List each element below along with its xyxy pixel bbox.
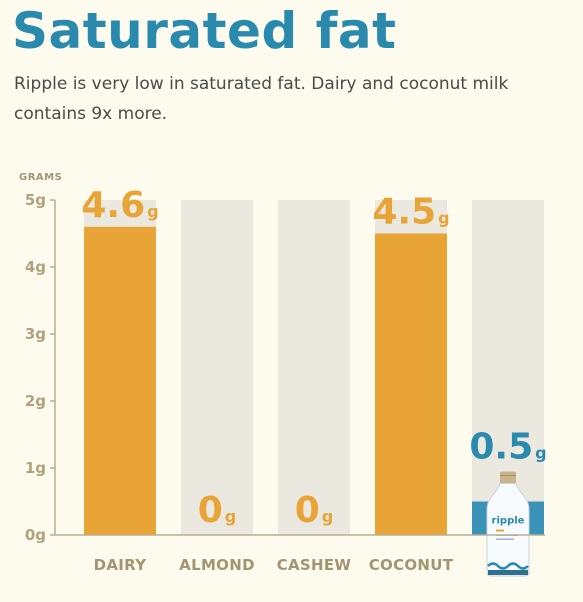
bottle-cap: [500, 471, 516, 484]
page-title: Saturated fat: [12, 2, 397, 60]
y-tick-label: 4g: [25, 258, 46, 276]
bottle-base-band: [488, 570, 528, 575]
x-tick-label: COCONUT: [369, 556, 454, 574]
x-tick-label: CASHEW: [277, 556, 352, 574]
data-label: 4.6 g: [81, 185, 158, 226]
y-tick-label: 0g: [25, 526, 46, 544]
bar-track: [278, 200, 350, 535]
bottle-label-line: [496, 529, 504, 532]
bar: [84, 226, 156, 536]
data-label: 0.5 g: [469, 427, 546, 468]
bar-track: [181, 200, 253, 535]
y-axis-title: GRAMS: [19, 172, 62, 183]
page-subtitle: Ripple is very low in saturated fat. Dai…: [14, 74, 509, 124]
milk-bottle-icon: ripple: [486, 471, 530, 577]
bar: [375, 233, 447, 535]
bottle-body: [486, 483, 530, 577]
data-label: 4.5 g: [372, 192, 449, 233]
y-tick-label: 3g: [25, 325, 46, 343]
x-tick-label: DAIRY: [94, 556, 148, 574]
bottle-brand-label: ripple: [492, 516, 525, 527]
x-tick-label: ALMOND: [179, 556, 255, 574]
bottle-label-line: [496, 538, 514, 540]
y-tick-label: 5g: [25, 191, 46, 209]
y-tick-label: 1g: [25, 459, 46, 477]
y-tick-label: 2g: [25, 392, 46, 410]
bottle-wave: [487, 562, 529, 570]
